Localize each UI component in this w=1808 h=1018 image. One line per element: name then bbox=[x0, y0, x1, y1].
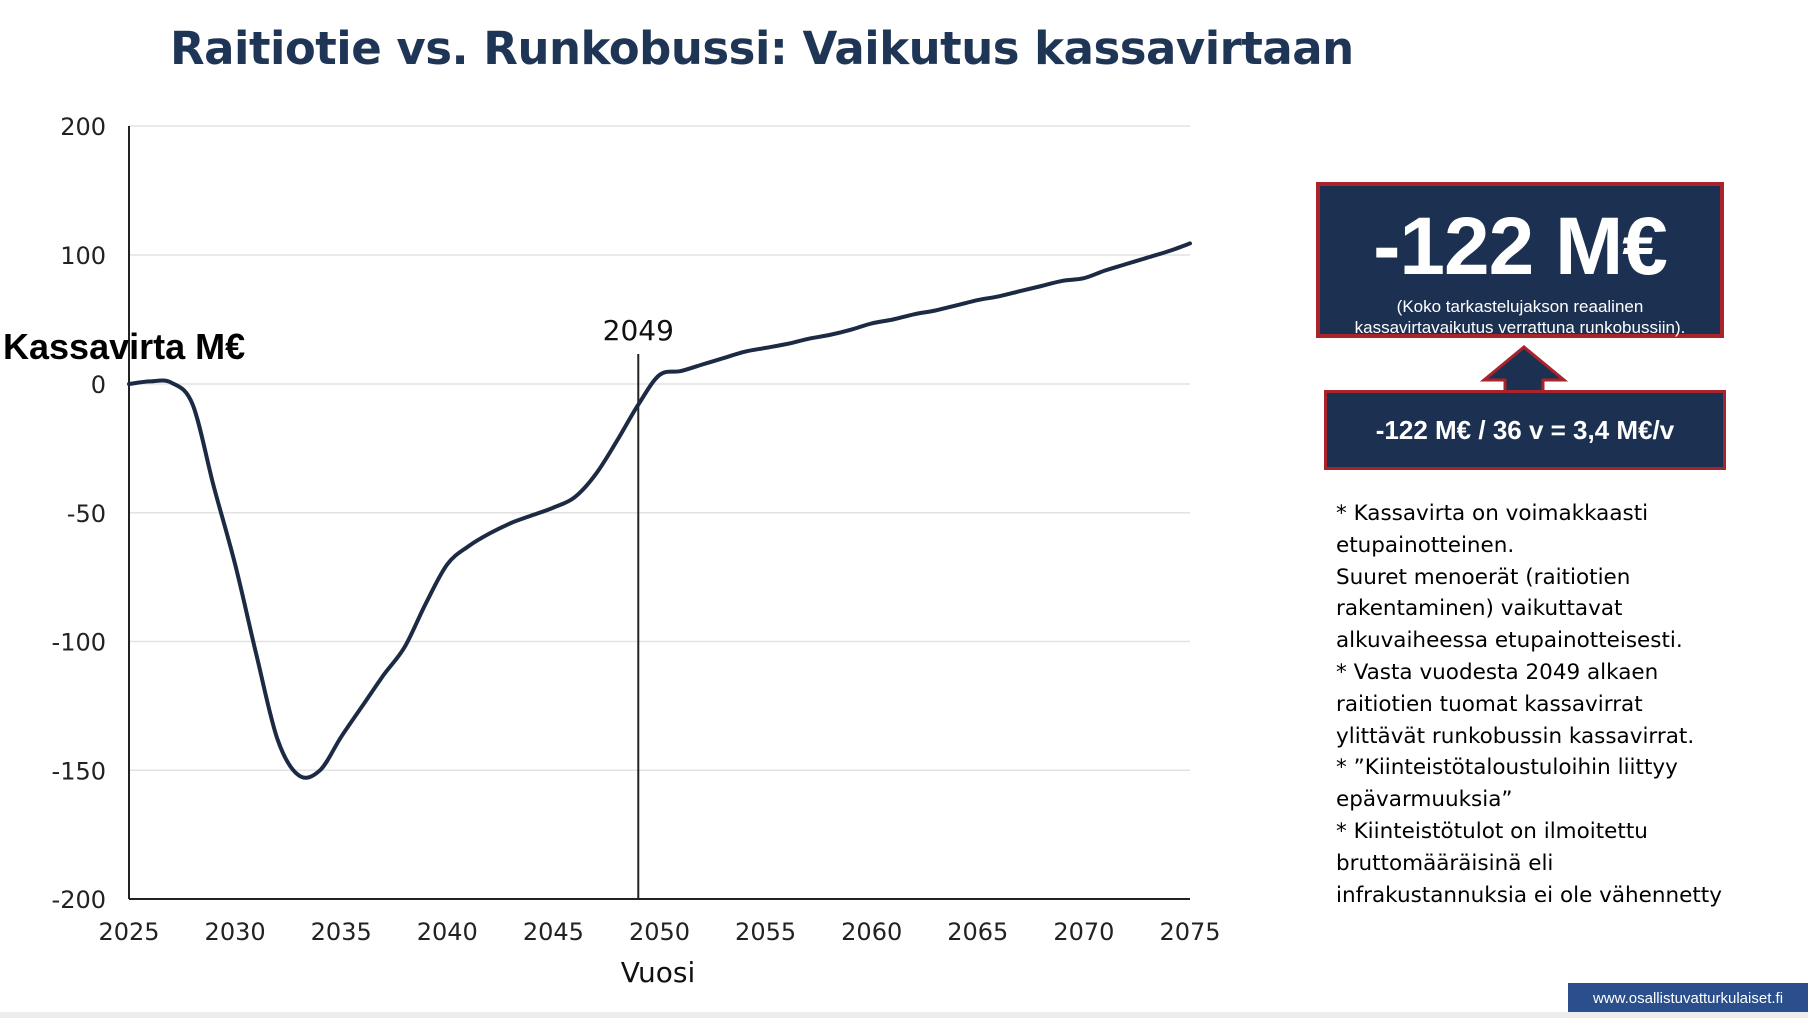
x-tick-label: 2075 bbox=[1159, 918, 1220, 946]
summary-box: -122 M€ (Koko tarkastelujakson reaalinen… bbox=[1316, 182, 1724, 338]
note-line: rakentaminen) vaikuttavat bbox=[1336, 596, 1623, 622]
note-line: Suuret menoerät (raitiotien bbox=[1336, 564, 1631, 590]
x-tick-labels: 2025 2030 2035 2040 2045 2050 2055 2060 2065 2070… bbox=[98, 918, 1220, 946]
y-axis-label: Kassavirta M€ bbox=[3, 326, 246, 367]
series bbox=[127, 241, 1192, 780]
x-tick-label: 2030 bbox=[205, 918, 266, 946]
y-tick-label: -150 bbox=[52, 757, 106, 785]
note-line: raitiotien tuomat kassavirrat bbox=[1336, 691, 1643, 717]
note-line: * Vasta vuodesta 2049 alkaen bbox=[1336, 659, 1659, 685]
summary-note: (Koko tarkastelujakson reaalinen kassavi… bbox=[1354, 297, 1686, 337]
y-tick-label: 100 bbox=[60, 242, 106, 270]
y-tick-label: -200 bbox=[52, 886, 106, 914]
annotation-2049: 2049 bbox=[603, 314, 674, 899]
note-line: alkuvaiheessa etupainotteisesti. bbox=[1336, 628, 1683, 654]
x-tick-label: 2070 bbox=[1053, 918, 1114, 946]
y-tick-label: -100 bbox=[52, 629, 106, 657]
note-line: infrakustannuksia ei ole vähennetty bbox=[1336, 882, 1722, 908]
axes bbox=[128, 126, 1190, 900]
x-axis-label: Vuosi bbox=[621, 956, 696, 989]
up-arrow-icon bbox=[1480, 345, 1568, 392]
series-line bbox=[127, 241, 1192, 780]
x-tick-label: 2035 bbox=[311, 918, 372, 946]
chart-title: Raitiotie vs. Runkobussi: Vaikutus kassa… bbox=[170, 22, 1354, 75]
note-line: ylittävät runkobussin kassavirrat. bbox=[1336, 723, 1695, 749]
annotation-label: 2049 bbox=[603, 314, 674, 347]
y-tick-labels: 200 100 0 -50 -100 -150 -200 bbox=[52, 113, 106, 914]
summary-value: -122 M€ bbox=[1373, 201, 1668, 292]
note-line: * Kiinteistötulot on ilmoitettu bbox=[1336, 818, 1648, 844]
x-tick-label: 2060 bbox=[841, 918, 902, 946]
note-line: bruttomääräisinä eli bbox=[1336, 850, 1554, 876]
x-tick-label: 2055 bbox=[735, 918, 796, 946]
note-line: * ”Kiinteistötaloustuloihin liittyy bbox=[1336, 755, 1678, 781]
bottom-strip bbox=[0, 1012, 1808, 1018]
note-line: * Kassavirta on voimakkaasti bbox=[1336, 501, 1649, 526]
x-tick-label: 2045 bbox=[523, 918, 584, 946]
x-tick-label: 2025 bbox=[98, 918, 159, 946]
calculation-box: -122 M€ / 36 v = 3,4 M€/v bbox=[1324, 390, 1726, 470]
notes-list: * Kassavirta on voimakkaasti etupainottei… bbox=[1336, 498, 1796, 911]
y-tick-label: -50 bbox=[67, 500, 106, 528]
x-tick-label: 2040 bbox=[417, 918, 478, 946]
note-line: etupainotteinen. bbox=[1336, 532, 1515, 558]
x-tick-label: 2050 bbox=[629, 918, 690, 946]
x-tick-label: 2065 bbox=[947, 918, 1008, 946]
note-line: epävarmuuksia” bbox=[1336, 787, 1513, 813]
y-tick-label: 200 bbox=[60, 113, 106, 141]
gridlines bbox=[129, 125, 1190, 900]
y-tick-label: 0 bbox=[91, 371, 106, 399]
footer-link[interactable]: www.osallistuvatturkulaiset.fi bbox=[1568, 983, 1808, 1015]
